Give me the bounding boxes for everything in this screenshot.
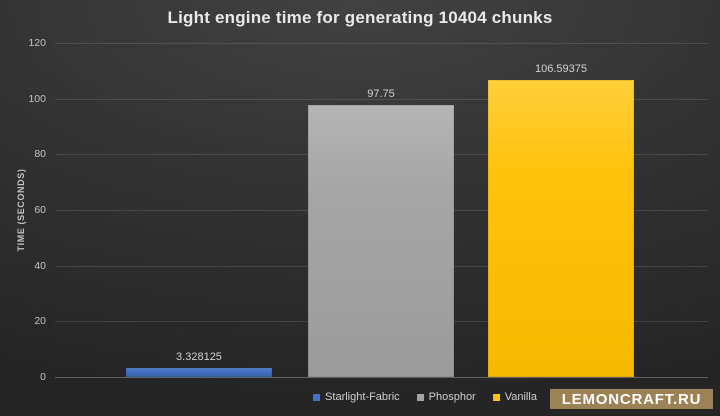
data-label-phosphor: 97.75 <box>367 87 395 100</box>
chart-title: Light engine time for generating 10404 c… <box>167 8 553 27</box>
bar-phosphor <box>308 104 454 377</box>
gridline <box>55 43 708 44</box>
y-tick-label: 80 <box>34 148 46 161</box>
y-tick-label: 40 <box>34 259 46 272</box>
y-tick-label: 0 <box>40 371 46 383</box>
watermark-text: LEMONCRAFT.RU <box>561 390 702 408</box>
y-tick-label: 100 <box>28 92 46 105</box>
legend-item-starlight-fabric: Starlight-Fabric <box>313 391 400 403</box>
legend-label-starlight-fabric: Starlight-Fabric <box>325 391 400 403</box>
bar-starlight-fabric <box>126 367 272 377</box>
y-tick-label: 120 <box>28 37 46 49</box>
data-label-vanilla: 106.59375 <box>535 63 587 76</box>
legend-item-phosphor: Phosphor <box>416 391 476 403</box>
legend-label-vanilla: Vanilla <box>504 391 537 403</box>
legend-swatch-vanilla <box>492 393 500 401</box>
y-tick-label: 20 <box>34 315 46 328</box>
watermark-banner[interactable]: LEMONCRAFT.RU <box>550 389 713 409</box>
gridline <box>55 98 708 100</box>
legend-swatch-phosphor <box>416 393 424 401</box>
bar-vanilla <box>488 80 634 377</box>
legend-item-vanilla: Vanilla <box>492 391 537 403</box>
legend: Starlight-Fabric Phosphor Vanilla <box>313 391 537 403</box>
data-label-starlight-fabric: 3.328125 <box>176 350 222 363</box>
legend-label-phosphor: Phosphor <box>428 391 476 403</box>
y-tick-label: 60 <box>34 204 46 216</box>
x-axis-line <box>55 377 708 378</box>
legend-swatch-starlight-fabric <box>313 393 321 401</box>
